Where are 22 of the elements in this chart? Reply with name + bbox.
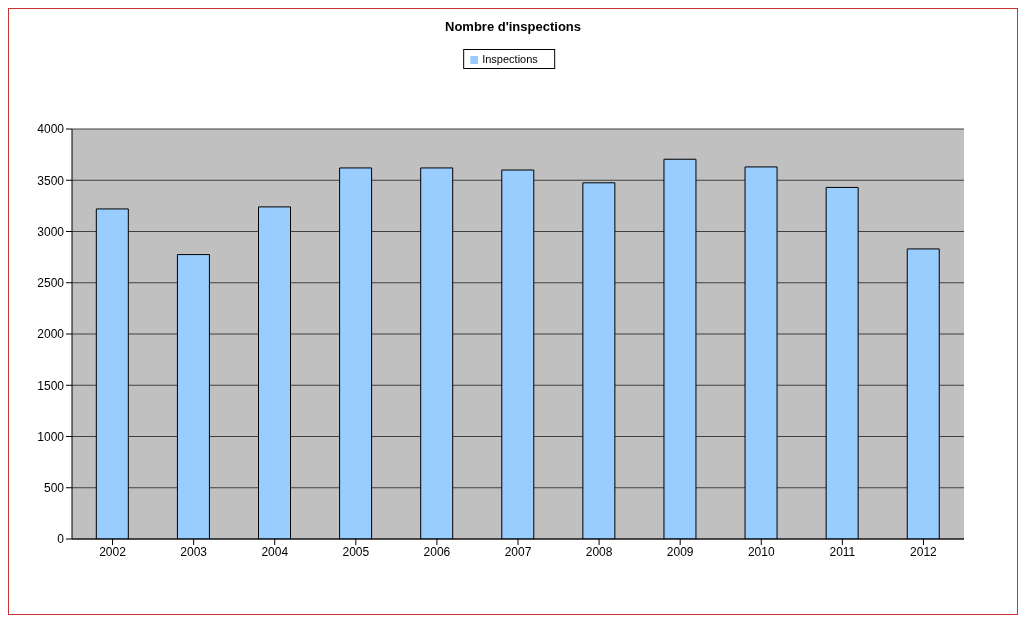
x-tick-label: 2005 [342, 544, 370, 559]
y-tick-label: 4000 [37, 122, 65, 137]
y-tick-label: 3500 [37, 173, 65, 188]
x-tick-label: 2004 [261, 544, 289, 559]
x-tick-label: 2011 [829, 544, 856, 559]
x-tick-label: 2007 [504, 544, 532, 559]
x-tick-label: 2009 [666, 544, 694, 559]
chart-title: Nombre d'inspections [444, 19, 582, 34]
x-tick-label: 2012 [910, 544, 938, 559]
x-tick-label: 2008 [585, 544, 613, 559]
y-tick-label: 1500 [37, 378, 65, 393]
legend-label: Inspections [482, 53, 538, 65]
y-tick-label: 2000 [37, 327, 65, 342]
x-tick-label: 2003 [180, 544, 208, 559]
x-tick-label: 2006 [423, 544, 451, 559]
y-tick-label: 1000 [37, 429, 65, 444]
y-tick-label: 0 [57, 532, 65, 547]
x-tick-label: 2002 [99, 544, 127, 559]
y-tick-label: 3000 [37, 224, 65, 239]
y-tick-label: 500 [43, 481, 65, 496]
x-tick-label: 2010 [747, 544, 775, 559]
y-tick-label: 2500 [37, 276, 65, 291]
